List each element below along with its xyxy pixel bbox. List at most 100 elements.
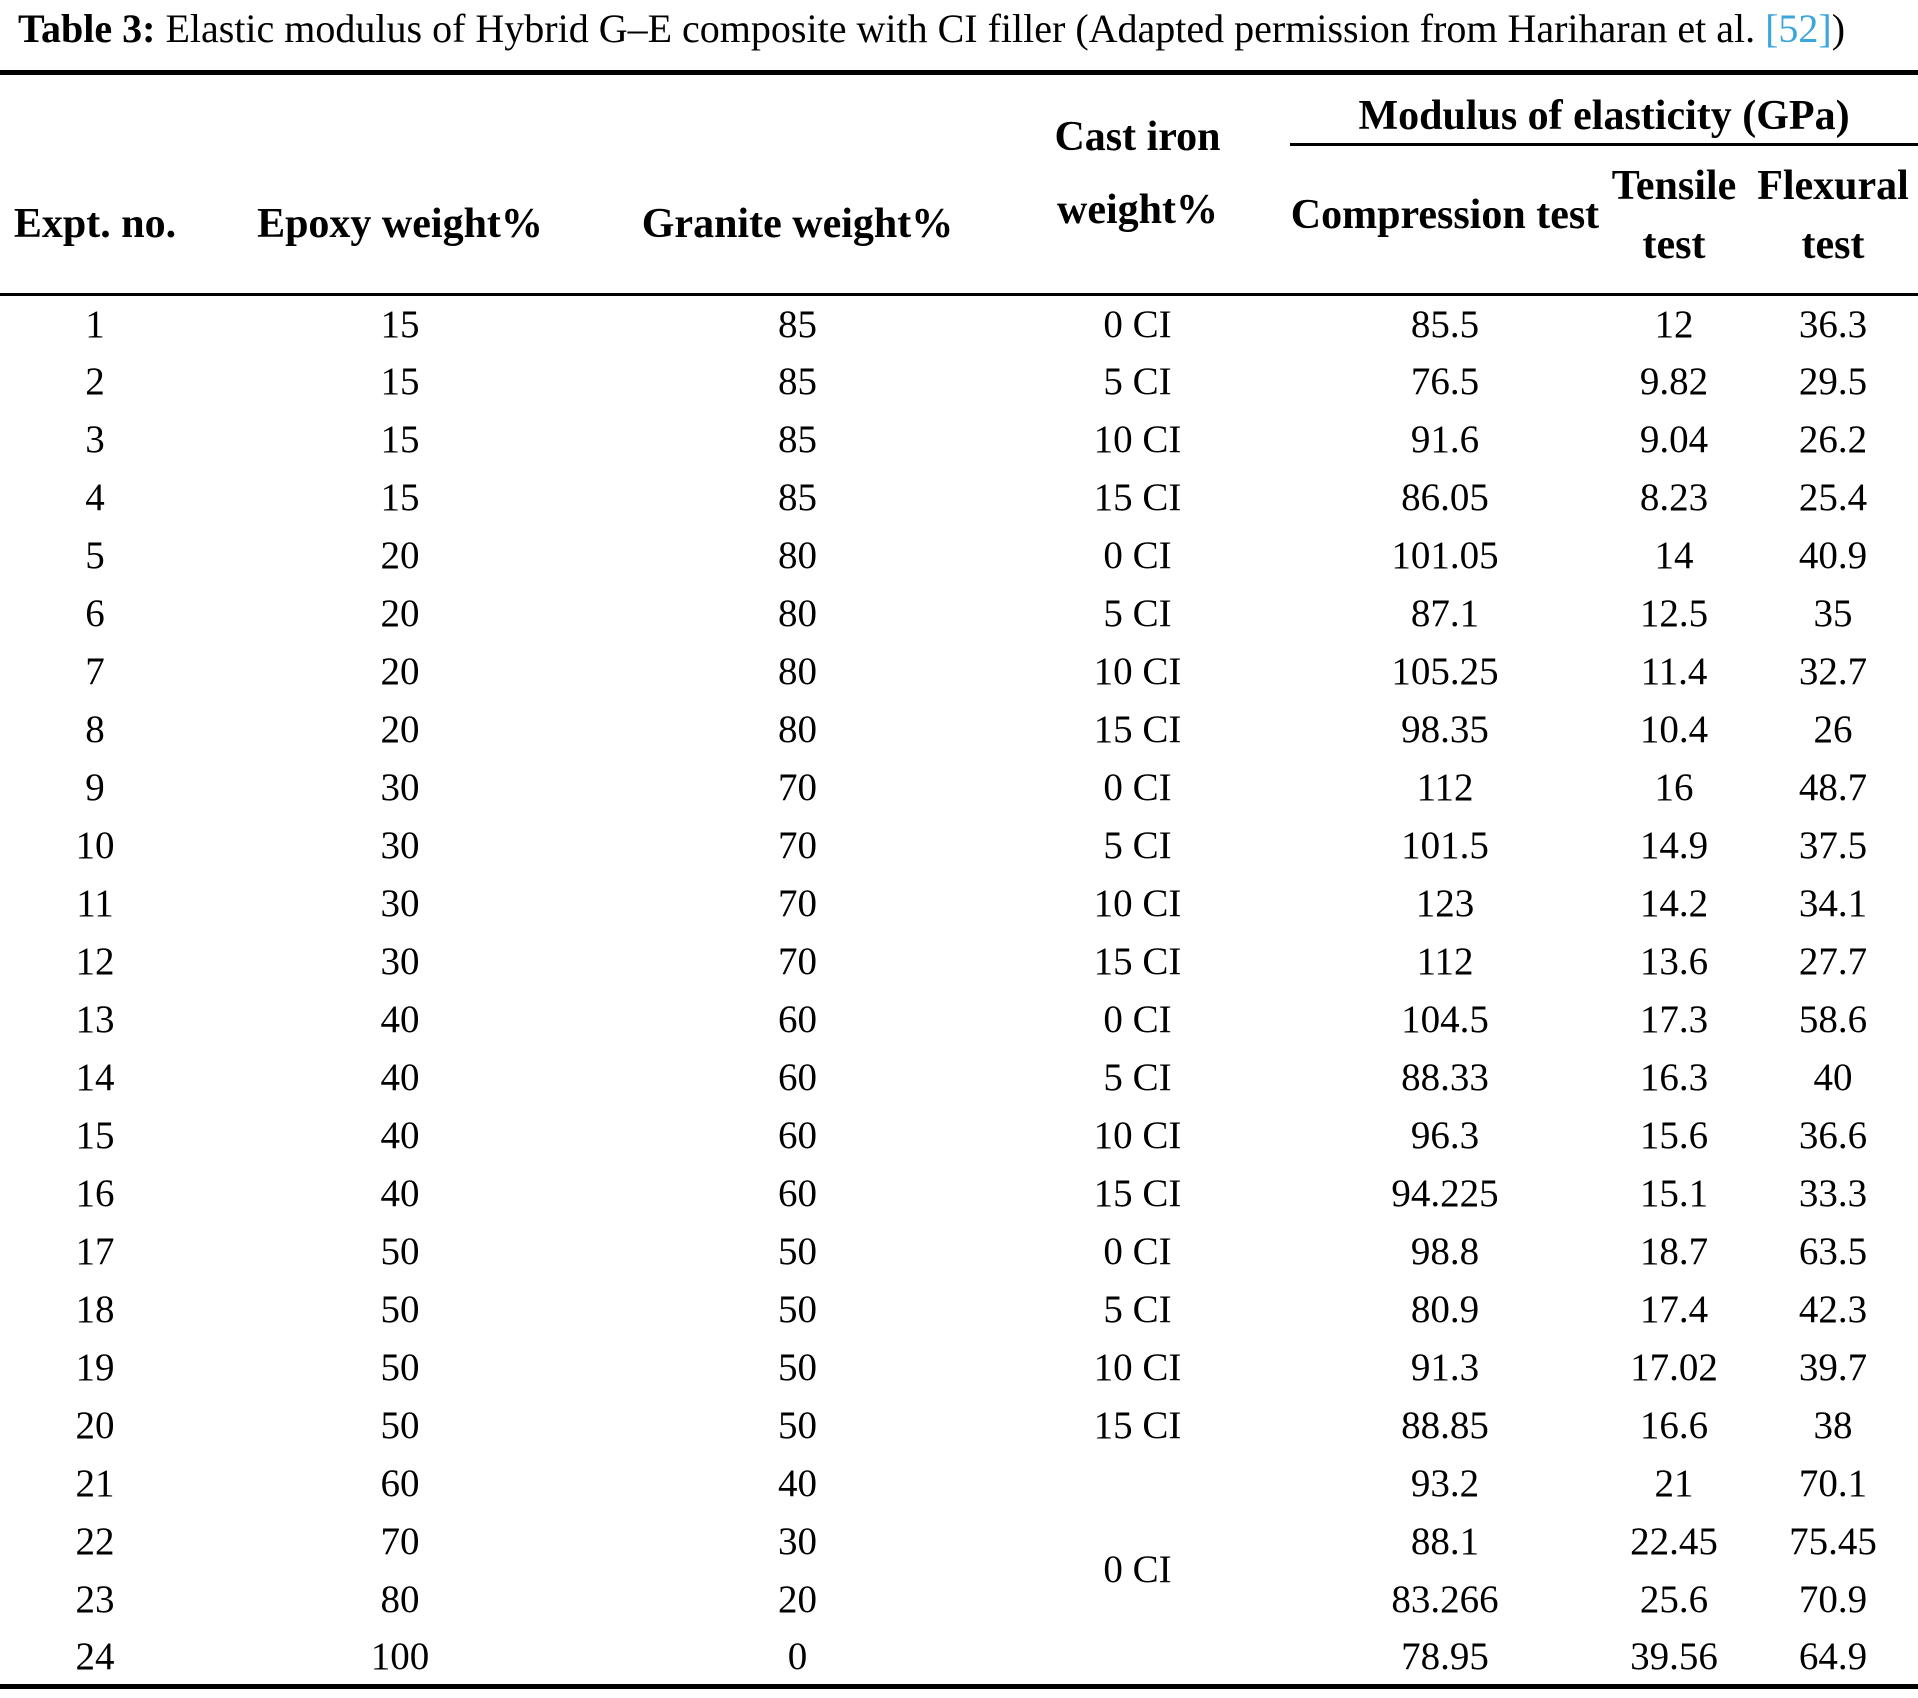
cell-tensile: 17.3 bbox=[1639, 998, 1709, 1041]
cell-epoxy: 40 bbox=[380, 1056, 420, 1099]
cell-compression: 98.8 bbox=[1410, 1230, 1480, 1273]
cell-expt: 14 bbox=[75, 1056, 115, 1099]
cell-granite: 50 bbox=[778, 1346, 817, 1389]
table-row: 23 80 20 83.266 25.6 70.9 bbox=[0, 1571, 1918, 1629]
cell-epoxy: 40 bbox=[380, 1172, 420, 1215]
elastic-modulus-table: Expt. no. Epoxy weight% Granite weight% … bbox=[0, 70, 1918, 1689]
cell-tensile: 10.4 bbox=[1639, 708, 1709, 751]
cell-epoxy: 20 bbox=[380, 650, 420, 693]
cell-compression: 85.5 bbox=[1410, 302, 1480, 346]
cell-flexural: 26.2 bbox=[1798, 418, 1868, 461]
cell-cast-iron: 15 CI bbox=[1093, 940, 1182, 983]
cell-expt: 22 bbox=[75, 1520, 115, 1563]
cell-compression: 83.266 bbox=[1391, 1578, 1499, 1621]
cell-compression: 88.1 bbox=[1410, 1520, 1480, 1563]
cell-cast-iron: 0 CI bbox=[1103, 998, 1172, 1041]
table-row: 7 20 80 10 CI 105.25 11.4 32.7 bbox=[0, 643, 1918, 701]
cell-cast-iron: 15 CI bbox=[1093, 708, 1182, 751]
cell-granite: 40 bbox=[778, 1462, 817, 1505]
cell-tensile: 16 bbox=[1654, 766, 1694, 809]
cell-compression: 96.3 bbox=[1410, 1114, 1480, 1157]
cell-granite: 50 bbox=[778, 1288, 817, 1331]
cell-granite: 70 bbox=[778, 766, 817, 809]
cell-flexural: 29.5 bbox=[1798, 360, 1868, 403]
cell-granite: 85 bbox=[778, 418, 817, 461]
cell-cast-iron: 0 CI bbox=[1103, 1230, 1172, 1273]
table-row: 20 50 50 15 CI 88.85 16.6 38 bbox=[0, 1397, 1918, 1455]
cell-flexural: 36.6 bbox=[1798, 1114, 1868, 1157]
cell-tensile: 25.6 bbox=[1639, 1578, 1709, 1621]
cell-epoxy: 100 bbox=[370, 1634, 430, 1678]
cell-flexural: 58.6 bbox=[1798, 998, 1868, 1041]
cell-flexural: 38 bbox=[1813, 1404, 1853, 1447]
cell-cast-iron: 0 CI bbox=[1103, 766, 1172, 809]
cell-tensile: 16.6 bbox=[1639, 1404, 1709, 1447]
table-row: 22 70 30 88.1 22.45 75.45 bbox=[0, 1513, 1918, 1571]
cell-expt: 2 bbox=[85, 360, 105, 403]
cell-compression: 123 bbox=[1415, 882, 1475, 925]
cell-tensile: 17.4 bbox=[1639, 1288, 1709, 1331]
table-row: 19 50 50 10 CI 91.3 17.02 39.7 bbox=[0, 1339, 1918, 1397]
cell-tensile: 14 bbox=[1654, 534, 1694, 577]
cell-cast-iron: 10 CI bbox=[1093, 1114, 1182, 1157]
cell-tensile: 15.6 bbox=[1639, 1114, 1709, 1157]
cell-tensile: 21 bbox=[1654, 1462, 1694, 1505]
table-row: 6 20 80 5 CI 87.1 12.5 35 bbox=[0, 585, 1918, 643]
table-row: 10 30 70 5 CI 101.5 14.9 37.5 bbox=[0, 817, 1918, 875]
cell-tensile: 9.04 bbox=[1639, 418, 1709, 461]
table-caption: Table 3: Elastic modulus of Hybrid G–E co… bbox=[0, 0, 1918, 70]
cell-epoxy: 80 bbox=[380, 1578, 420, 1621]
cell-flexural: 42.3 bbox=[1798, 1288, 1868, 1331]
table-row: 17 50 50 0 CI 98.8 18.7 63.5 bbox=[0, 1223, 1918, 1281]
cell-expt: 10 bbox=[75, 824, 115, 867]
cell-tensile: 13.6 bbox=[1639, 940, 1709, 983]
cell-tensile: 14.2 bbox=[1639, 882, 1709, 925]
cell-epoxy: 15 bbox=[380, 360, 420, 403]
cell-cast-iron: 15 CI bbox=[1093, 1404, 1182, 1447]
cell-expt: 13 bbox=[75, 998, 115, 1041]
cell-granite: 50 bbox=[778, 1230, 817, 1273]
cell-flexural: 37.5 bbox=[1798, 824, 1868, 867]
cell-granite: 0 bbox=[787, 1634, 808, 1678]
cell-compression: 101.05 bbox=[1391, 534, 1499, 577]
cell-expt: 18 bbox=[75, 1288, 115, 1331]
cell-cast-iron: 0 CI bbox=[1103, 302, 1172, 346]
cell-tensile: 12 bbox=[1654, 302, 1694, 346]
cell-compression: 80.9 bbox=[1410, 1288, 1480, 1331]
table-row: 15 40 60 10 CI 96.3 15.6 36.6 bbox=[0, 1107, 1918, 1165]
cell-granite: 85 bbox=[778, 476, 817, 519]
cell-granite: 60 bbox=[778, 1172, 817, 1215]
cell-epoxy: 20 bbox=[380, 708, 420, 751]
cell-compression: 105.25 bbox=[1391, 650, 1499, 693]
cell-granite: 80 bbox=[778, 592, 817, 635]
table-row: 24 100 0 78.95 39.56 64.9 bbox=[0, 1629, 1918, 1687]
cell-expt: 20 bbox=[75, 1404, 115, 1447]
cell-granite: 80 bbox=[778, 708, 817, 751]
cell-granite: 50 bbox=[778, 1404, 817, 1447]
cell-expt: 16 bbox=[75, 1172, 115, 1215]
cell-granite: 70 bbox=[778, 824, 817, 867]
cell-flexural: 36.3 bbox=[1798, 302, 1868, 346]
table-row: 1 15 85 0 CI 85.5 12 36.3 bbox=[0, 295, 1918, 353]
cell-tensile: 15.1 bbox=[1639, 1172, 1709, 1215]
citation-ref[interactable]: [52] bbox=[1765, 6, 1832, 51]
cell-expt: 19 bbox=[75, 1346, 115, 1389]
cell-cast-iron: 5 CI bbox=[1103, 360, 1172, 403]
table-row: 5 20 80 0 CI 101.05 14 40.9 bbox=[0, 527, 1918, 585]
cell-flexural: 33.3 bbox=[1798, 1172, 1868, 1215]
cell-flexural: 27.7 bbox=[1798, 940, 1868, 983]
cell-granite: 30 bbox=[778, 1520, 817, 1563]
cell-epoxy: 30 bbox=[380, 824, 420, 867]
cell-granite: 70 bbox=[778, 940, 817, 983]
cell-flexural: 26 bbox=[1813, 708, 1853, 751]
header-cast-iron-weight: Cast iron weight% bbox=[985, 72, 1290, 296]
table-row: 16 40 60 15 CI 94.225 15.1 33.3 bbox=[0, 1165, 1918, 1223]
cell-flexural: 75.45 bbox=[1789, 1520, 1877, 1563]
cell-expt: 3 bbox=[85, 418, 105, 461]
cell-epoxy: 50 bbox=[380, 1230, 420, 1273]
table-header: Expt. no. Epoxy weight% Granite weight% … bbox=[0, 72, 1918, 296]
cell-expt: 7 bbox=[85, 650, 105, 693]
cell-compression: 94.225 bbox=[1391, 1172, 1499, 1215]
table-row: 12 30 70 15 CI 112 13.6 27.7 bbox=[0, 933, 1918, 991]
cell-epoxy: 15 bbox=[380, 418, 420, 461]
